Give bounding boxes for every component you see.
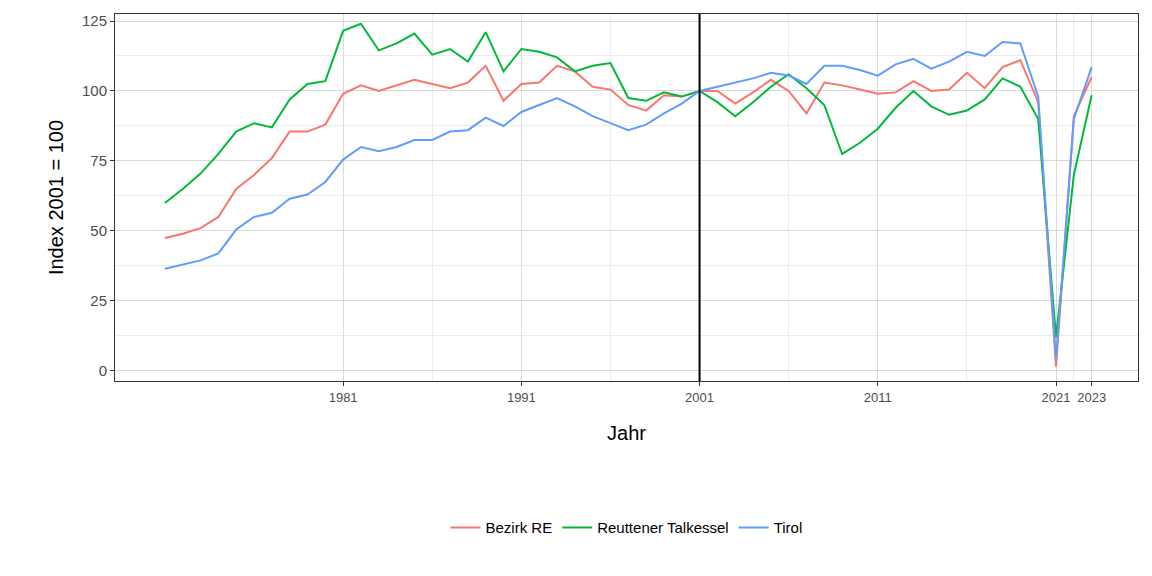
svg-text:2021: 2021 <box>1042 390 1071 405</box>
svg-text:Reuttener Talkessel: Reuttener Talkessel <box>597 519 728 536</box>
svg-text:2023: 2023 <box>1077 390 1106 405</box>
svg-text:2001: 2001 <box>685 390 714 405</box>
svg-text:1991: 1991 <box>507 390 536 405</box>
svg-text:75: 75 <box>90 152 107 169</box>
svg-text:0: 0 <box>99 362 107 379</box>
svg-text:50: 50 <box>90 222 107 239</box>
svg-text:Bezirk RE: Bezirk RE <box>486 519 553 536</box>
svg-text:25: 25 <box>90 292 107 309</box>
svg-text:Tirol: Tirol <box>774 519 803 536</box>
svg-text:2011: 2011 <box>864 390 892 405</box>
svg-text:1981: 1981 <box>329 390 358 405</box>
svg-text:Index 2001 = 100: Index 2001 = 100 <box>45 120 67 275</box>
svg-text:Jahr: Jahr <box>607 422 646 444</box>
svg-text:125: 125 <box>82 12 107 29</box>
svg-text:100: 100 <box>82 82 107 99</box>
